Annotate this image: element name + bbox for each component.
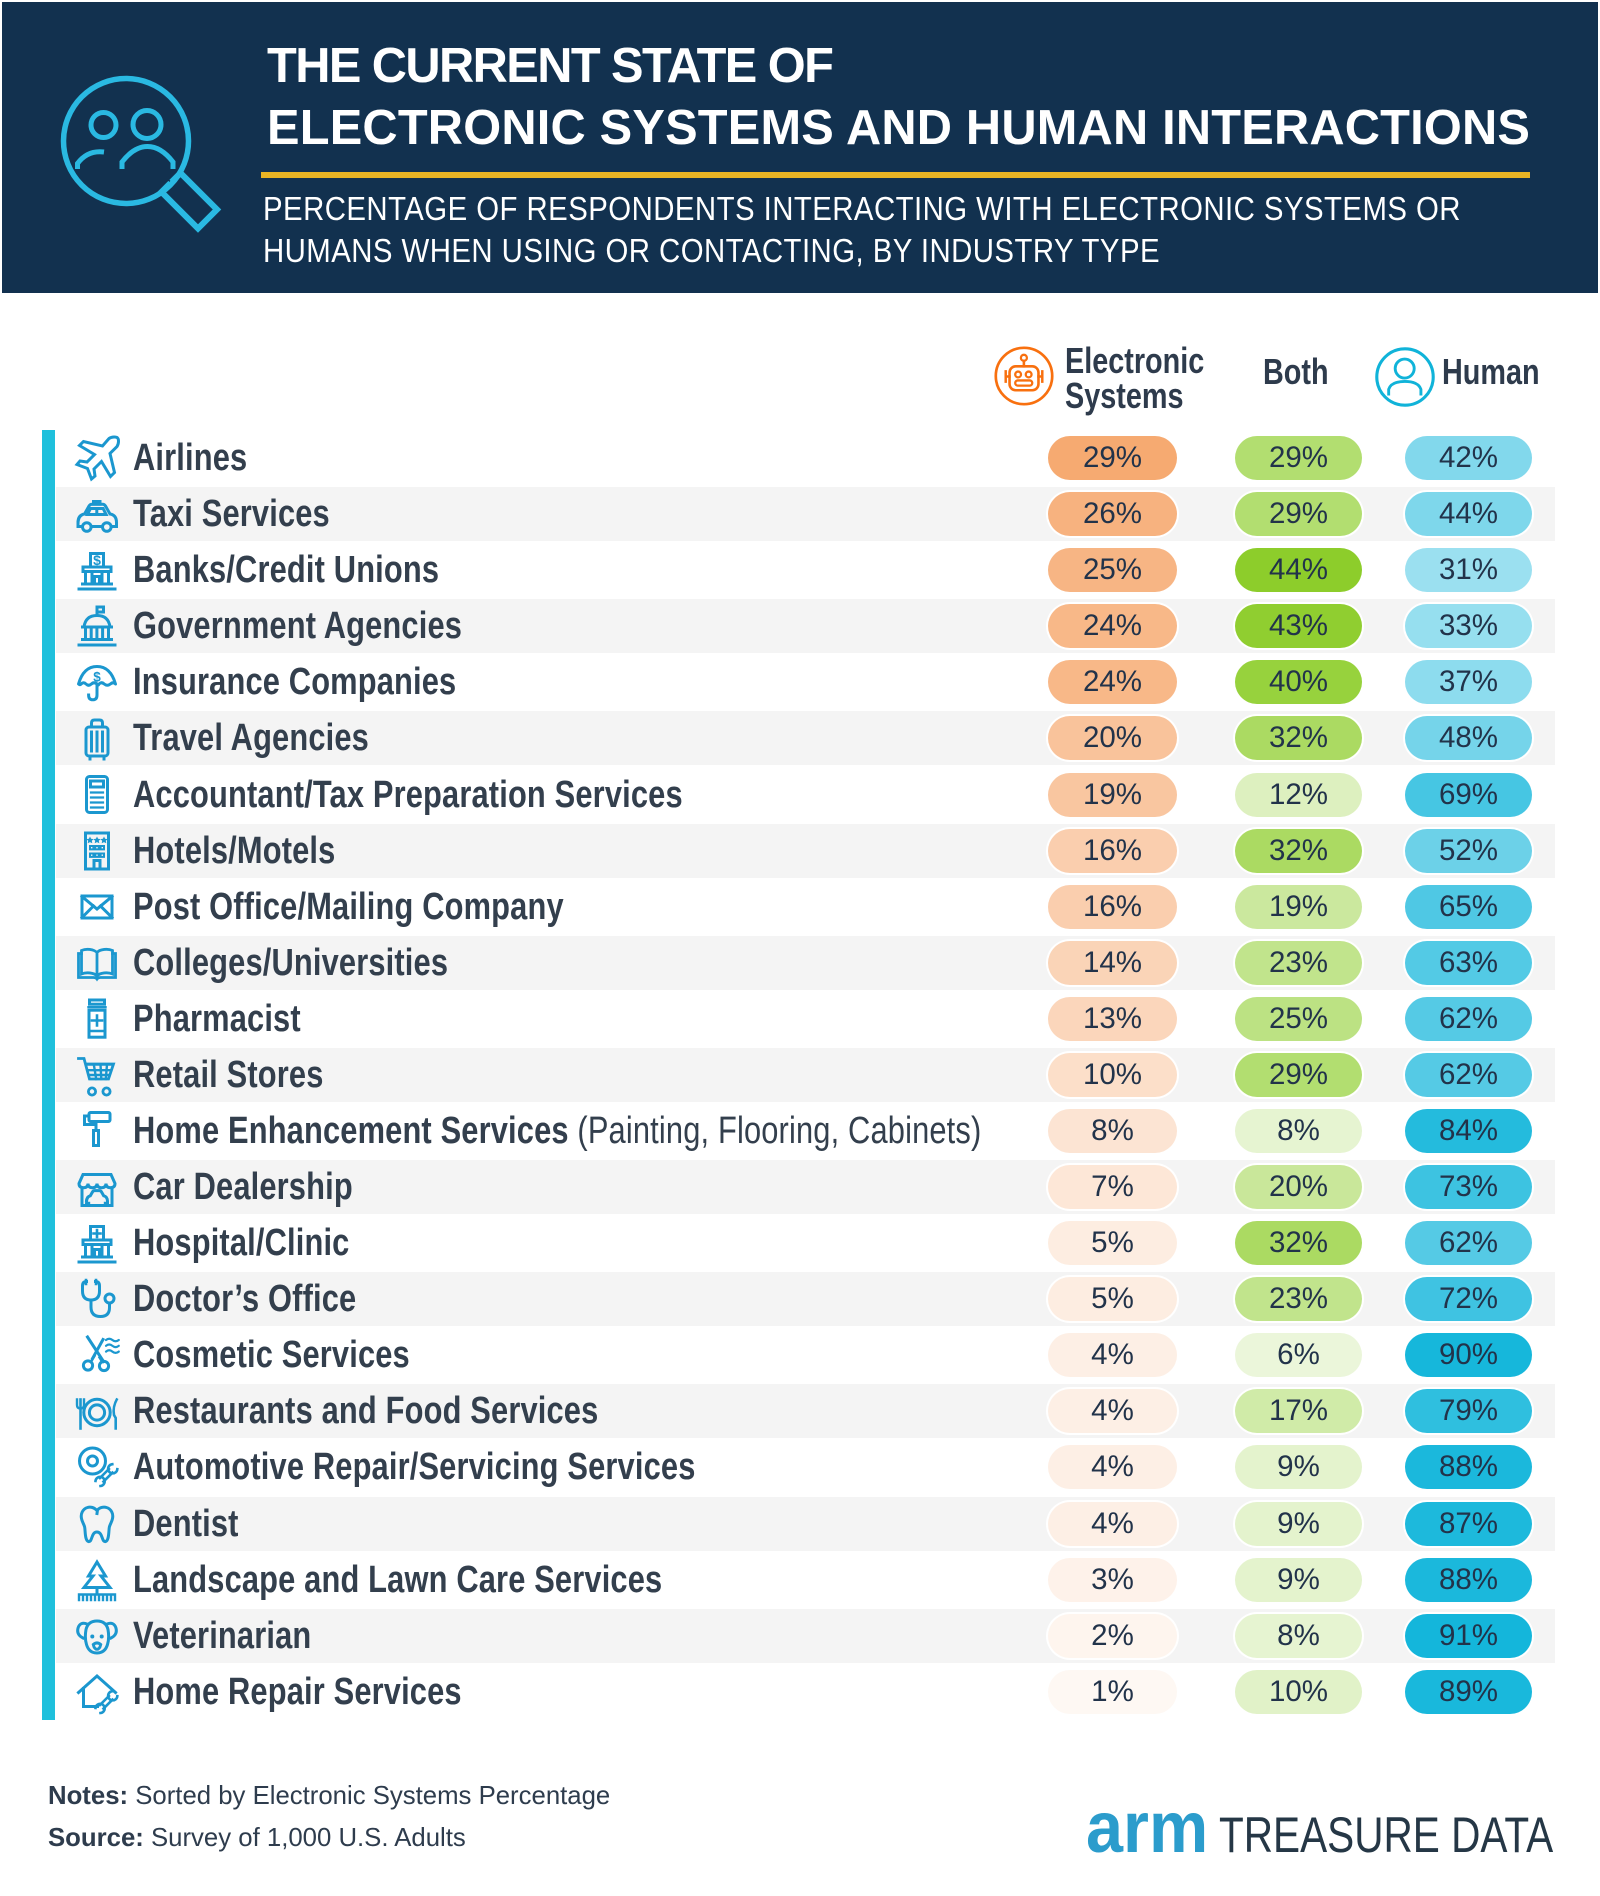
svg-text:$: $ (93, 552, 101, 568)
svg-text:$: $ (93, 670, 101, 685)
